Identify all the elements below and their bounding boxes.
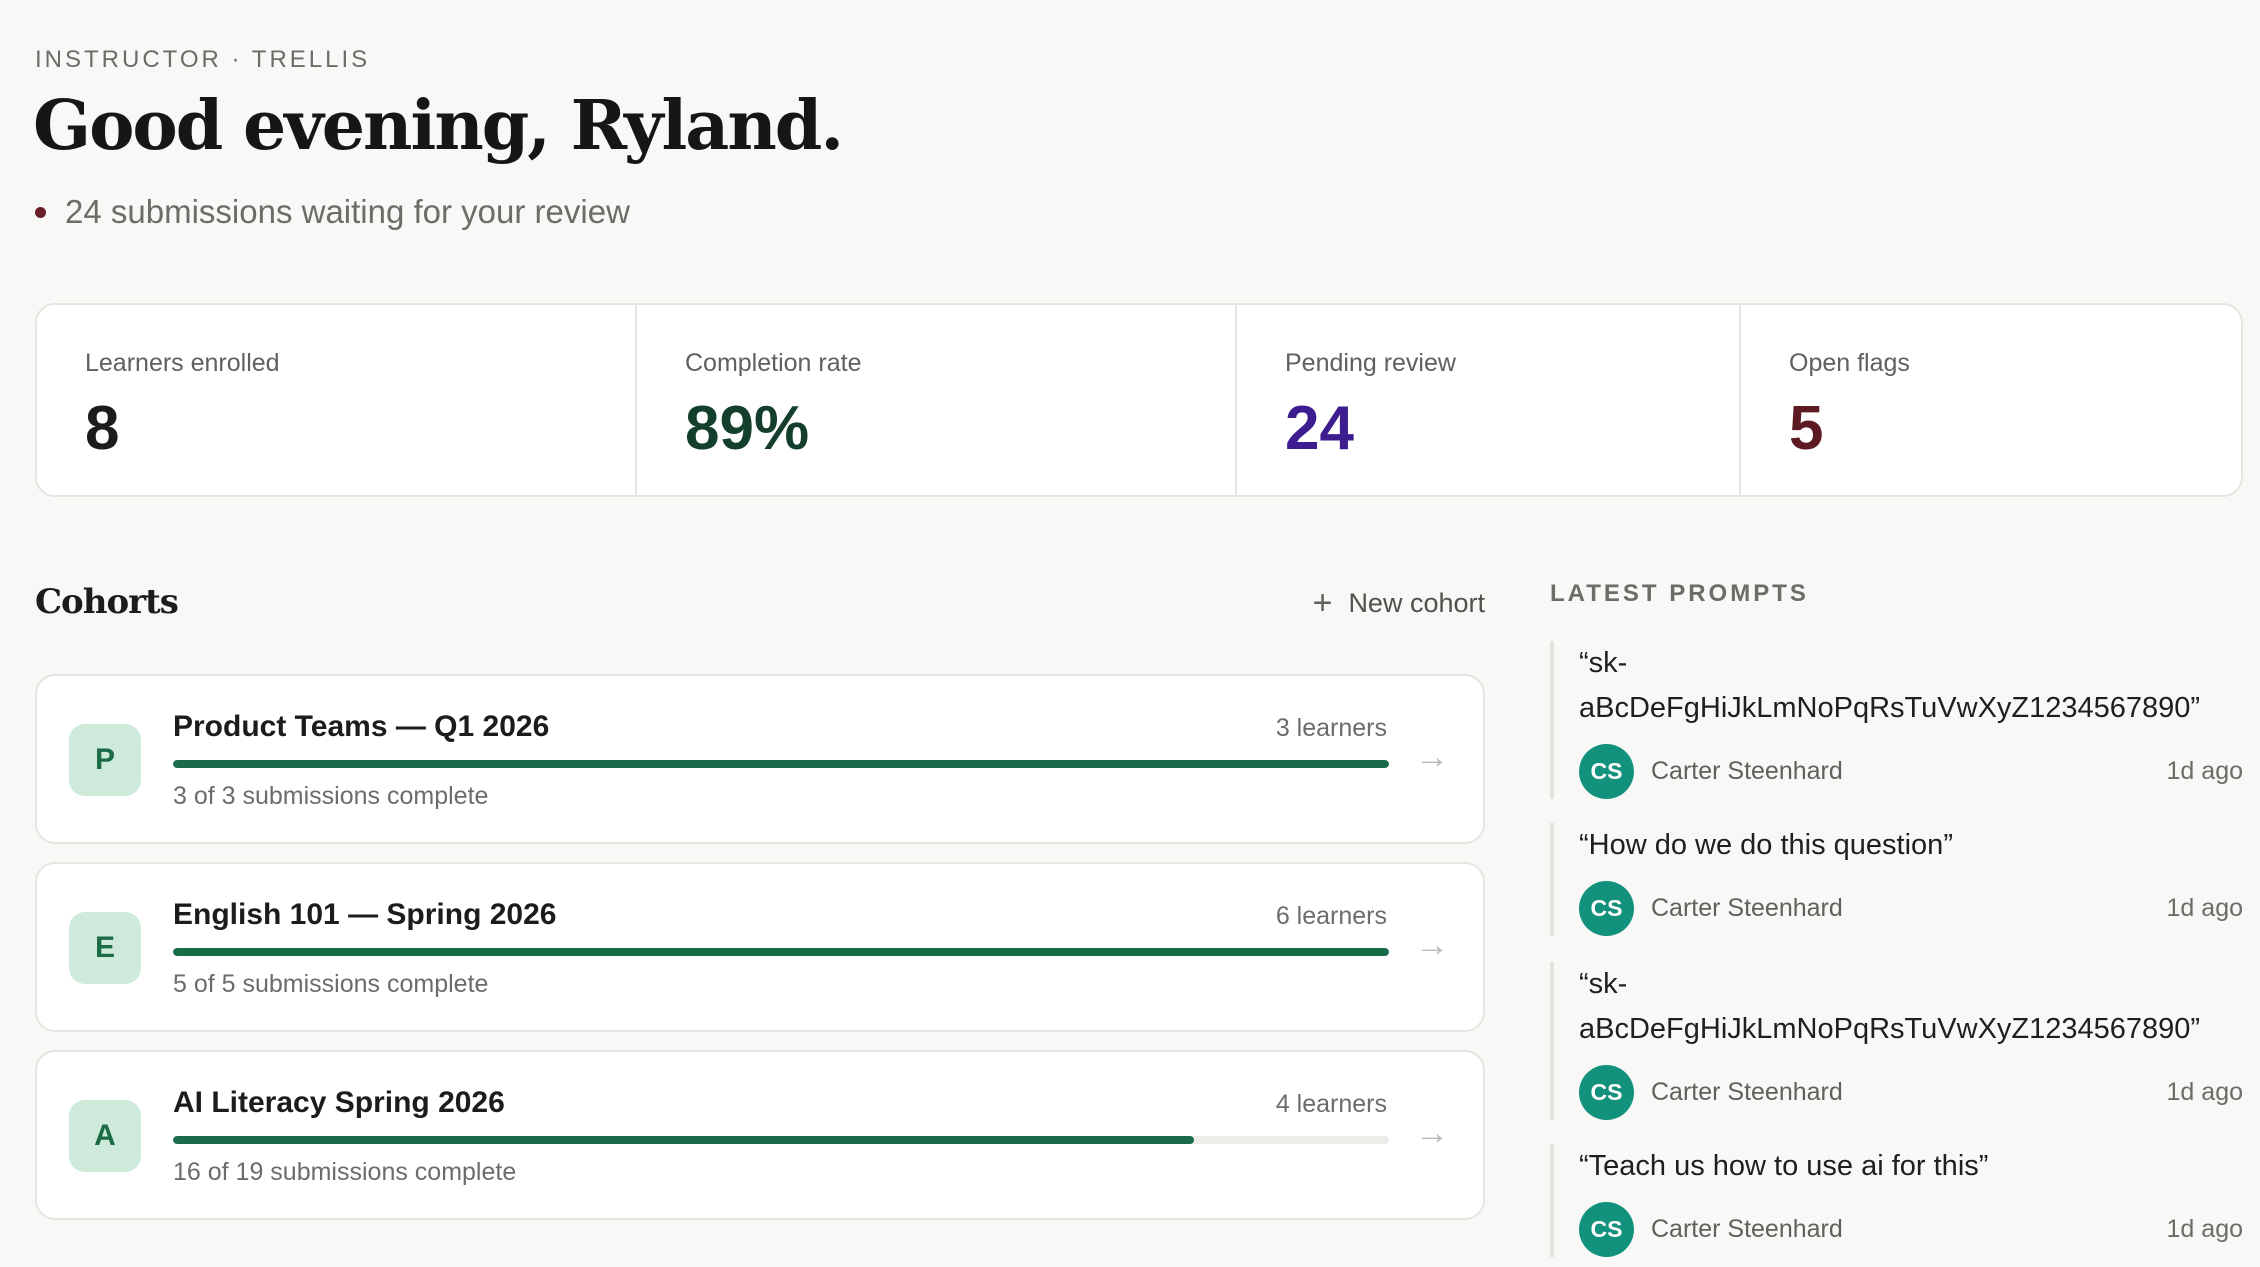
cohort-learner-count: 3 learners	[1275, 714, 1387, 742]
prompt-timestamp: 1d ago	[2166, 1214, 2243, 1243]
page-title: Good evening, Ryland.	[33, 86, 844, 166]
prompt-author: Carter Steenhard	[1651, 1214, 1843, 1243]
cohorts-header: Cohorts + New cohort	[35, 578, 1485, 634]
cohort-learner-count: 6 learners	[1275, 902, 1387, 930]
new-cohort-label: New cohort	[1348, 587, 1485, 618]
prompt-timestamp: 1d ago	[2166, 756, 2243, 785]
stats-panel: Learners enrolled 8 Completion rate 89% …	[35, 303, 2243, 497]
cohort-progress-fill	[173, 948, 1389, 956]
stat-label: Open flags	[1789, 349, 1910, 377]
prompt-meta: CS Carter Steenhard 1d ago	[1579, 1201, 2243, 1257]
cohort-name: Product Teams — Q1 2026	[173, 710, 550, 743]
cohort-avatar: A	[69, 1100, 141, 1172]
latest-prompts-title: LATEST PROMPTS	[1550, 580, 1809, 607]
cohort-progress-bar	[173, 760, 1389, 768]
prompt-text: “Teach us how to use ai for this”	[1579, 1150, 1989, 1182]
stat-value: 24	[1285, 394, 1354, 463]
cohort-name: English 101 — Spring 2026	[173, 898, 557, 931]
cohort-avatar: P	[69, 724, 141, 796]
prompt-author: Carter Steenhard	[1651, 893, 1843, 922]
avatar: CS	[1579, 743, 1634, 799]
cohort-card[interactable]: A AI Literacy Spring 2026 4 learners 16 …	[35, 1050, 1485, 1220]
cohort-card[interactable]: E English 101 — Spring 2026 6 learners 5…	[35, 862, 1485, 1032]
stat-value: 5	[1789, 394, 1824, 463]
stat-label: Completion rate	[685, 349, 862, 377]
cohort-progress-bar	[173, 948, 1389, 956]
pending-text: 24 submissions waiting for your review	[65, 193, 630, 230]
stat-open-flags: Open flags 5	[1741, 305, 2241, 495]
arrow-right-icon: →	[1415, 738, 1449, 776]
cohort-card[interactable]: P Product Teams — Q1 2026 3 learners 3 o…	[35, 674, 1485, 844]
stat-pending-review: Pending review 24	[1237, 305, 1741, 495]
cohort-progress-fill	[173, 760, 1389, 768]
arrow-right-icon: →	[1415, 1114, 1449, 1152]
prompt-timestamp: 1d ago	[2166, 1077, 2243, 1106]
avatar: CS	[1579, 880, 1634, 936]
prompt-author: Carter Steenhard	[1651, 1077, 1843, 1106]
prompt-text: “How do we do this question”	[1579, 829, 1953, 861]
prompt-meta: CS Carter Steenhard 1d ago	[1579, 743, 2243, 799]
prompt-item[interactable]: “Teach us how to use ai for this” CS Car…	[1550, 1144, 2243, 1257]
stat-value: 89%	[685, 394, 810, 463]
prompt-item[interactable]: “How do we do this question” CS Carter S…	[1550, 823, 2243, 936]
cohort-progress-text: 5 of 5 submissions complete	[173, 970, 489, 998]
prompt-author: Carter Steenhard	[1651, 756, 1843, 785]
prompt-meta: CS Carter Steenhard 1d ago	[1579, 1064, 2243, 1120]
arrow-right-icon: →	[1415, 926, 1449, 964]
stat-learners-enrolled: Learners enrolled 8	[37, 305, 637, 495]
avatar: CS	[1579, 1064, 1634, 1120]
cohort-progress-bar	[173, 1136, 1389, 1144]
cohort-name: AI Literacy Spring 2026	[173, 1086, 505, 1119]
cohort-avatar: E	[69, 912, 141, 984]
prompt-meta: CS Carter Steenhard 1d ago	[1579, 880, 2243, 936]
new-cohort-button[interactable]: + New cohort	[1313, 586, 1485, 620]
pending-notice: 24 submissions waiting for your review	[35, 193, 630, 231]
cohort-learner-count: 4 learners	[1275, 1090, 1387, 1118]
prompt-text: “sk-aBcDeFgHiJkLmNoPqRsTuVwXyZ1234567890…	[1579, 647, 2201, 724]
cohort-progress-fill	[173, 1136, 1195, 1144]
stat-label: Learners enrolled	[85, 349, 280, 377]
stat-label: Pending review	[1285, 349, 1456, 377]
prompt-item[interactable]: “sk-aBcDeFgHiJkLmNoPqRsTuVwXyZ1234567890…	[1550, 962, 2243, 1120]
stat-value: 8	[85, 394, 120, 463]
prompt-timestamp: 1d ago	[2166, 893, 2243, 922]
cohort-progress-text: 3 of 3 submissions complete	[173, 782, 489, 810]
stat-completion-rate: Completion rate 89%	[637, 305, 1237, 495]
cohort-progress-text: 16 of 19 submissions complete	[173, 1158, 517, 1186]
eyebrow-label: INSTRUCTOR · TRELLIS	[35, 46, 371, 73]
prompt-text: “sk-aBcDeFgHiJkLmNoPqRsTuVwXyZ1234567890…	[1579, 968, 2201, 1045]
avatar: CS	[1579, 1201, 1634, 1257]
prompt-item[interactable]: “sk-aBcDeFgHiJkLmNoPqRsTuVwXyZ1234567890…	[1550, 641, 2243, 799]
cohorts-title: Cohorts	[35, 582, 179, 622]
plus-icon: +	[1312, 584, 1333, 622]
dot-icon	[35, 206, 46, 218]
